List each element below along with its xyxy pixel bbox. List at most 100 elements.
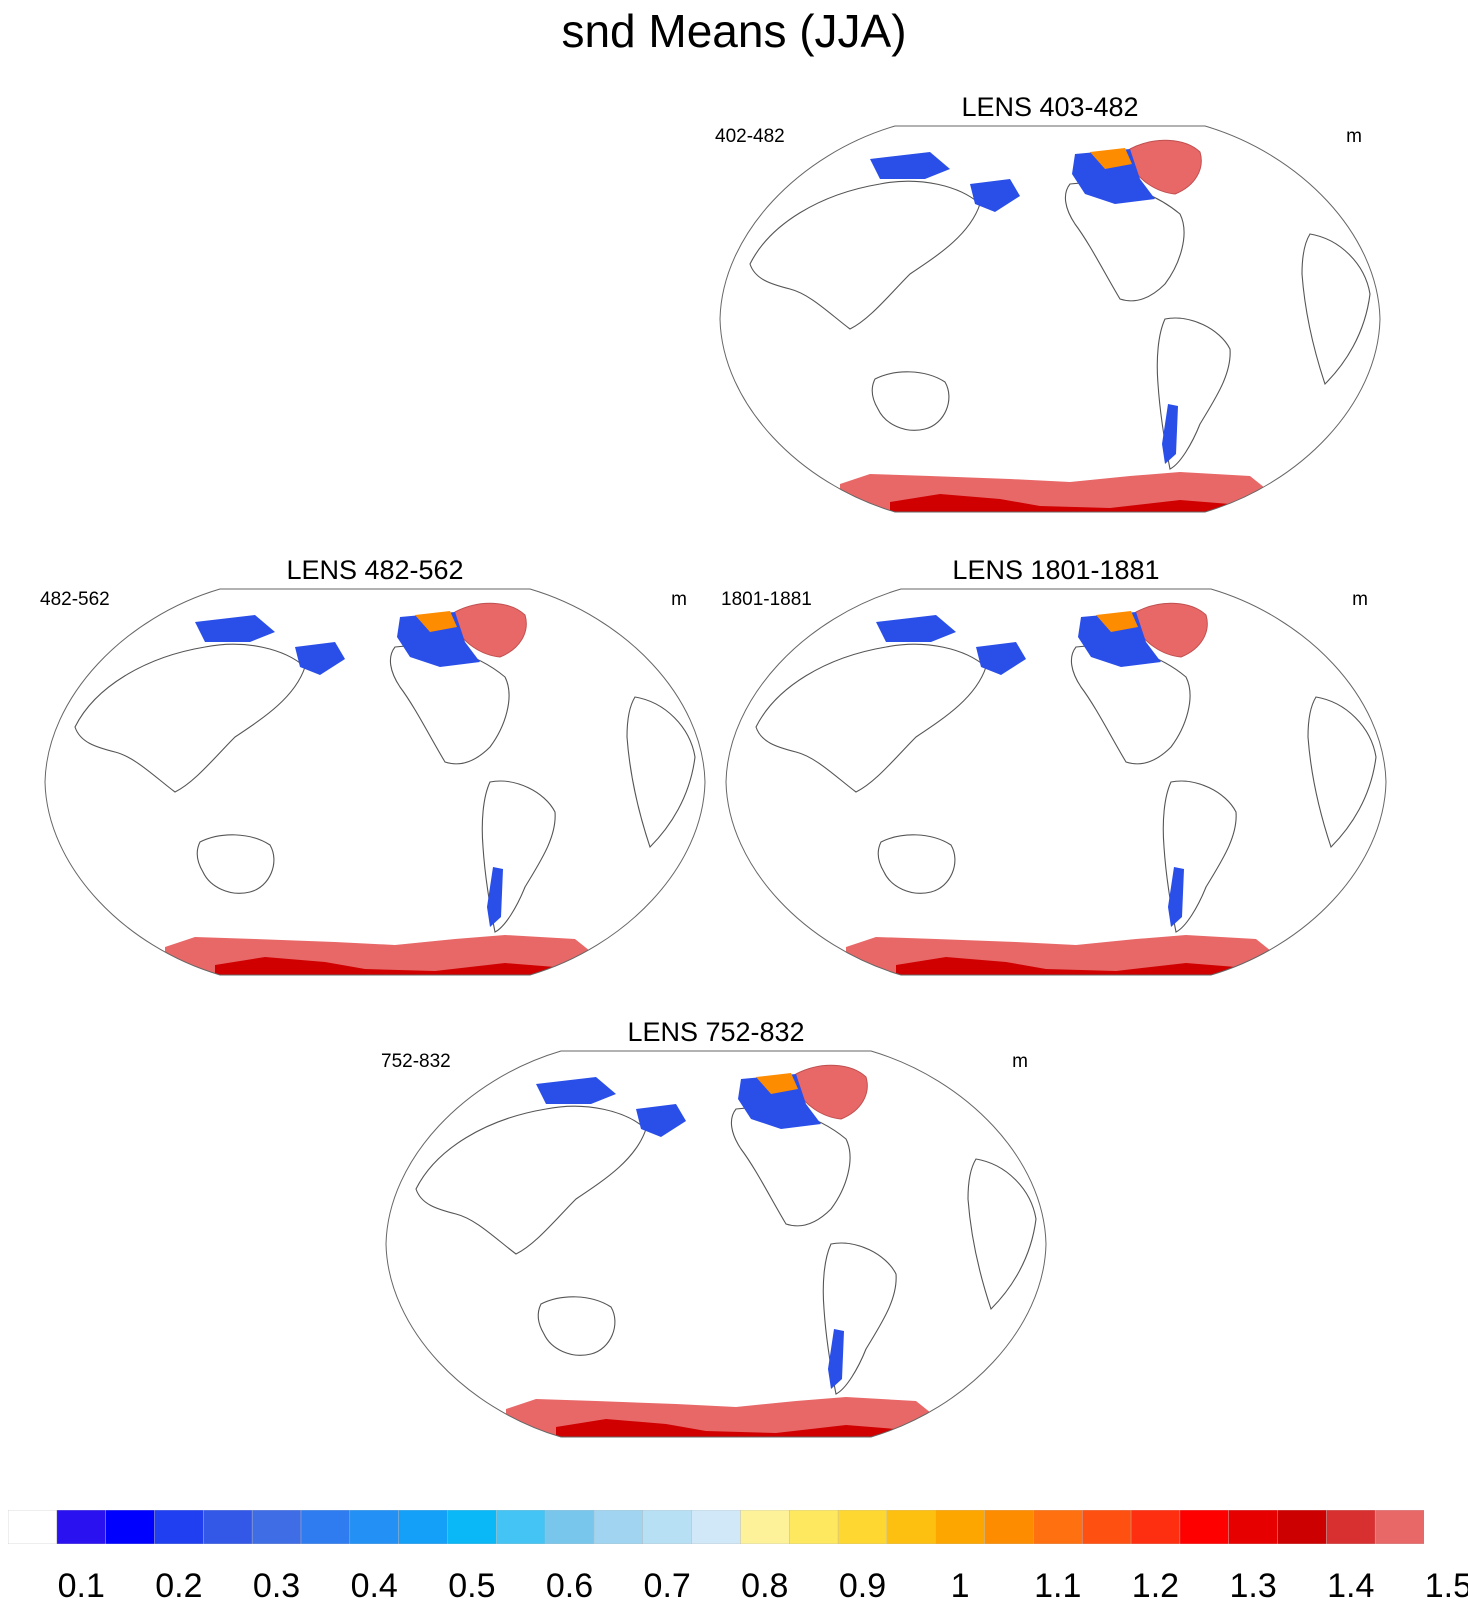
antarctica-deep-snow xyxy=(215,957,555,975)
colorbar-swatch xyxy=(349,1510,400,1544)
arctic-canada-deep-snow xyxy=(1096,611,1138,632)
colorbar-swatch xyxy=(1277,1510,1328,1544)
map-content xyxy=(415,1064,1037,1437)
andes-snow xyxy=(1168,867,1184,927)
greenland-snow xyxy=(1135,602,1208,658)
andes-snow xyxy=(828,1329,844,1389)
colorbar-tick-label: 1.1 xyxy=(1034,1567,1082,1605)
greenland-snow xyxy=(454,602,527,658)
colorbar-tick-label: 0.7 xyxy=(643,1567,691,1605)
asia-outline xyxy=(755,643,987,793)
australia-outline xyxy=(871,371,950,431)
map-panel-lens-1801-1881: LENS 1801-1881 1801-1881 m xyxy=(716,555,1396,976)
colorbar-tick-label: 1.3 xyxy=(1229,1567,1277,1605)
panel-title: LENS 403-482 xyxy=(961,92,1139,122)
siberia-snow xyxy=(876,615,956,642)
colorbar-tick-label: 1.2 xyxy=(1131,1567,1180,1605)
africa-outline xyxy=(626,696,696,849)
chukotka-snow xyxy=(970,179,1020,212)
africa-outline xyxy=(967,1158,1037,1311)
africa-outline xyxy=(1307,696,1377,849)
colorbar-tick-label: 0.9 xyxy=(838,1567,887,1605)
colorbar-swatch xyxy=(496,1510,546,1544)
panel-units-label: m xyxy=(1012,1051,1028,1072)
greenland-snow xyxy=(795,1064,868,1120)
chukotka-snow xyxy=(295,642,345,675)
figure-title: snd Means (JJA) xyxy=(561,5,907,57)
south-america-outline xyxy=(1156,317,1231,470)
siberia-snow xyxy=(536,1077,616,1104)
colorbar-swatch xyxy=(1228,1510,1279,1544)
asia-outline xyxy=(749,180,981,330)
map-boundary xyxy=(725,588,1387,976)
andes-snow xyxy=(487,867,503,927)
south-america-outline xyxy=(481,780,556,933)
colorbar-swatch xyxy=(886,1510,937,1544)
map-panel-lens-752-832: LENS 752-832 752-832 m xyxy=(376,1017,1056,1438)
colorbar-swatch xyxy=(1033,1510,1083,1544)
panel-left-label: 752-832 xyxy=(381,1051,451,1072)
greenland-snow xyxy=(1129,139,1202,195)
map-boundary xyxy=(385,1050,1047,1438)
colorbar-swatch xyxy=(593,1510,644,1544)
colorbar-swatch xyxy=(56,1510,107,1544)
colorbar-swatch xyxy=(1374,1510,1424,1544)
colorbar-swatch xyxy=(544,1510,595,1544)
arctic-canada-snow xyxy=(738,1074,821,1129)
arctic-canada-deep-snow xyxy=(415,611,457,632)
antarctica-deep-snow xyxy=(896,957,1236,975)
australia-outline xyxy=(537,1296,616,1356)
colorbar-swatch xyxy=(105,1510,156,1544)
panel-units-label: m xyxy=(1352,589,1368,610)
colorbar-swatch xyxy=(398,1510,449,1544)
colorbar-swatch xyxy=(642,1510,693,1544)
chukotka-snow xyxy=(976,642,1026,675)
world-map xyxy=(725,588,1387,976)
colorbar-swatch xyxy=(740,1510,790,1544)
arctic-canada-snow xyxy=(1078,612,1161,667)
south-america-outline xyxy=(1162,780,1237,933)
arctic-canada-snow xyxy=(1072,149,1155,204)
antarctica-deep-snow xyxy=(890,494,1230,512)
colorbar-tick-label: 0.4 xyxy=(350,1567,398,1605)
colorbar-swatch xyxy=(251,1510,302,1544)
map-panel-lens-403-482: LENS 403-482 402-482 m xyxy=(710,92,1390,513)
world-map xyxy=(385,1050,1047,1438)
chukotka-snow xyxy=(636,1104,686,1137)
colorbar-tick-label: 0.2 xyxy=(155,1567,203,1605)
panel-units-label: m xyxy=(1346,126,1362,147)
north-america-outline xyxy=(1064,182,1185,302)
andes-snow xyxy=(1162,404,1178,464)
arctic-canada-deep-snow xyxy=(756,1073,798,1094)
colorbar-tick-label: 1.4 xyxy=(1327,1567,1375,1605)
siberia-snow xyxy=(195,615,275,642)
colorbar-swatch xyxy=(984,1510,1035,1544)
asia-outline xyxy=(415,1105,647,1255)
colorbar-tick-label: 0.8 xyxy=(741,1567,789,1605)
colorbar-swatch xyxy=(1081,1510,1132,1544)
south-america-outline xyxy=(822,1242,897,1395)
panel-left-label: 402-482 xyxy=(715,126,785,147)
north-america-outline xyxy=(1070,645,1191,765)
world-map xyxy=(719,125,1381,513)
arctic-canada-snow xyxy=(397,612,480,667)
panel-left-label: 482-562 xyxy=(40,589,110,610)
map-boundary xyxy=(44,588,706,976)
world-map xyxy=(44,588,706,976)
panel-title: LENS 752-832 xyxy=(627,1017,805,1047)
colorbar-swatch xyxy=(691,1510,742,1544)
colorbar-tick-label: 0.1 xyxy=(57,1567,105,1605)
africa-outline xyxy=(1301,233,1371,386)
panel-left-label: 1801-1881 xyxy=(721,589,812,610)
colorbar-tick-label: 0.6 xyxy=(545,1567,594,1605)
map-boundary xyxy=(719,125,1381,513)
colorbar-swatch xyxy=(837,1510,888,1544)
colorbar-swatch xyxy=(788,1510,839,1544)
map-content xyxy=(755,602,1377,975)
colorbar-swatch xyxy=(300,1510,351,1544)
north-america-outline xyxy=(730,1107,851,1227)
colorbar-swatch xyxy=(935,1510,986,1544)
map-content xyxy=(749,139,1371,512)
colorbar-tick-label: 1 xyxy=(950,1567,970,1605)
map-panel-lens-482-562: LENS 482-562 482-562 m xyxy=(35,555,715,976)
